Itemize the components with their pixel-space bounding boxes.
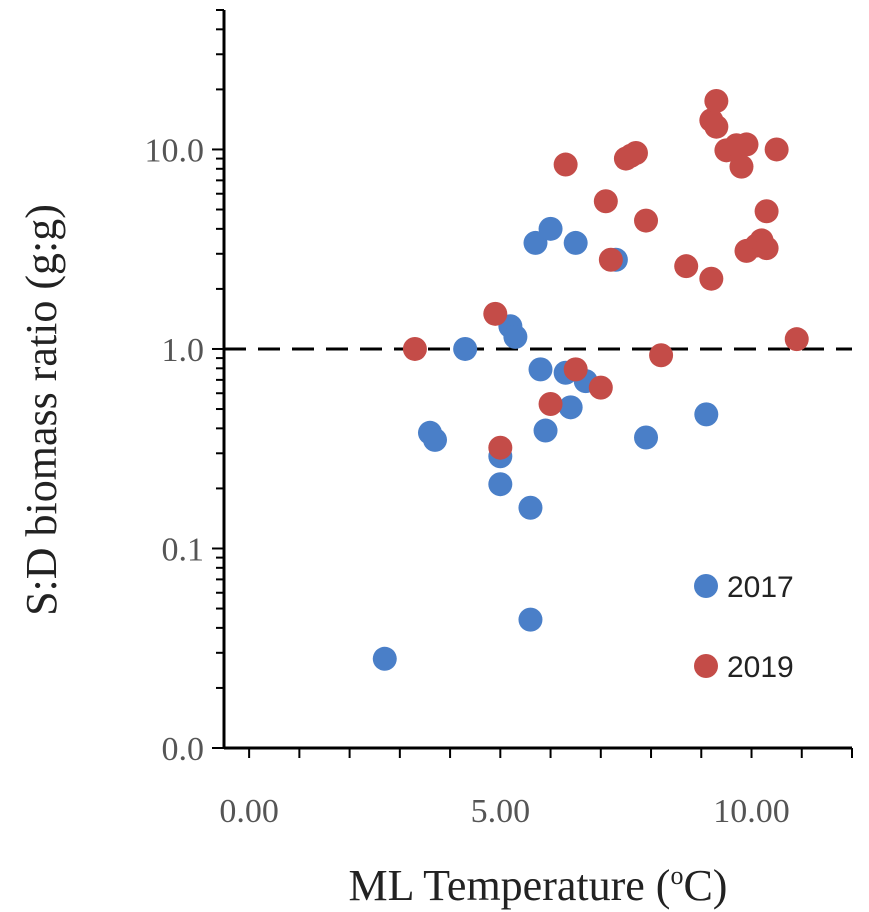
point-2017 xyxy=(558,395,583,420)
point-2019 xyxy=(754,199,779,224)
axes xyxy=(212,9,853,758)
point-2019 xyxy=(754,236,779,261)
x-tick-label: 0.00 xyxy=(219,793,279,830)
point-2019 xyxy=(704,88,729,113)
x-tick-label: 5.00 xyxy=(471,793,531,830)
y-tick-label: 1.0 xyxy=(162,332,205,369)
point-2019 xyxy=(649,343,674,368)
point-2019 xyxy=(634,208,659,233)
point-2019 xyxy=(699,266,724,291)
point-2019 xyxy=(563,357,588,382)
legend-marker-2017 xyxy=(694,574,718,598)
point-2017 xyxy=(694,402,719,427)
legend-label-2019: 2019 xyxy=(727,651,794,684)
point-2019 xyxy=(764,137,789,162)
point-2017 xyxy=(523,230,548,255)
point-2019 xyxy=(674,254,699,279)
point-2017 xyxy=(488,472,513,497)
point-2017 xyxy=(518,607,543,632)
series-2017 xyxy=(372,216,719,671)
point-2019 xyxy=(734,132,759,157)
tick-labels: 0.0 0.1 1.0 10.0 0.00 5.00 10.00 xyxy=(145,132,790,830)
y-tick-label: 10.0 xyxy=(145,132,205,169)
point-2019 xyxy=(538,391,563,416)
point-2019 xyxy=(623,140,648,165)
x-axis-title-unit: C) xyxy=(683,861,727,910)
x-tick-label: 10.00 xyxy=(713,793,790,830)
legend: 2017 2019 xyxy=(694,571,794,684)
legend-label-2017: 2017 xyxy=(727,571,794,604)
point-2017 xyxy=(563,230,588,255)
point-2017 xyxy=(503,324,528,349)
point-2017 xyxy=(533,418,558,443)
point-2019 xyxy=(729,154,754,179)
point-2017 xyxy=(453,336,478,361)
x-axis-title-main: ML Temperature ( xyxy=(349,861,671,910)
point-2019 xyxy=(593,189,618,214)
data-points xyxy=(372,88,809,671)
point-2017 xyxy=(634,425,659,450)
legend-marker-2019 xyxy=(694,654,718,678)
point-2017 xyxy=(518,495,543,520)
point-2019 xyxy=(488,435,513,460)
point-2017 xyxy=(372,646,397,671)
x-axis-title-superscript: o xyxy=(670,861,683,890)
point-2017 xyxy=(528,357,553,382)
y-tick-label: 0.0 xyxy=(162,731,205,768)
point-2019 xyxy=(704,114,729,139)
x-axis-title: ML Temperature (oC) xyxy=(349,861,728,910)
point-2019 xyxy=(402,336,427,361)
y-axis-title: S:D biomass ratio (g:g) xyxy=(17,204,66,616)
point-2019 xyxy=(588,375,613,400)
point-2019 xyxy=(784,327,809,352)
point-2019 xyxy=(598,247,623,272)
point-2017 xyxy=(538,216,563,241)
point-2017 xyxy=(423,427,448,452)
point-2019 xyxy=(553,152,578,177)
series-2019 xyxy=(402,88,809,460)
point-2019 xyxy=(483,301,508,326)
y-tick-label: 0.1 xyxy=(162,531,205,568)
